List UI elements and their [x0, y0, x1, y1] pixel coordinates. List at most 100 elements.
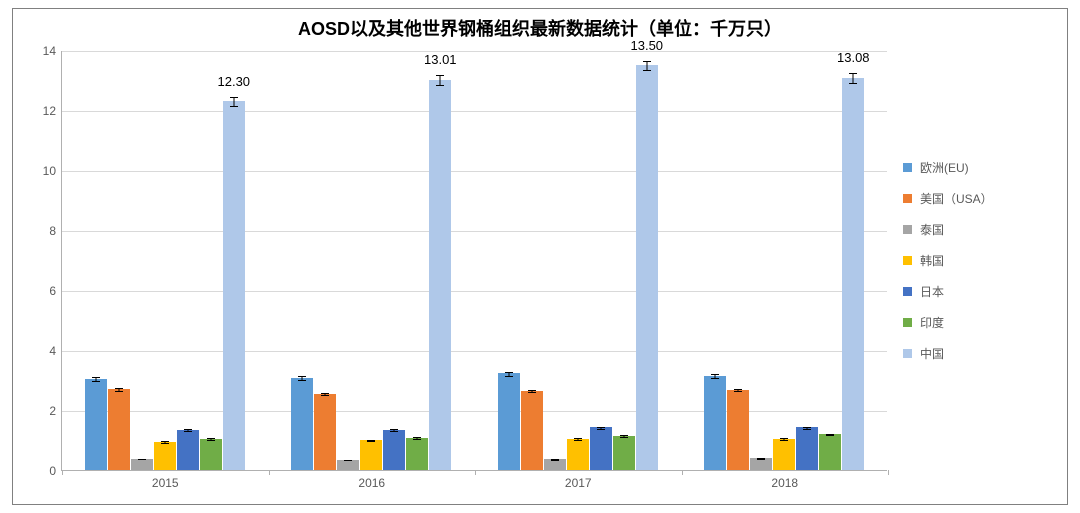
data-label: 13.08: [837, 50, 870, 69]
legend-item: 欧洲(EU): [903, 159, 1053, 176]
bar: [85, 379, 107, 471]
bar: [498, 373, 520, 470]
x-tick-mark: [475, 470, 476, 475]
chart-title: AOSD以及其他世界钢桶组织最新数据统计（单位：千万只）: [13, 9, 1067, 41]
legend-item: 中国: [903, 345, 1053, 362]
legend-label: 印度: [920, 314, 944, 331]
y-tick-label: 12: [43, 104, 62, 118]
error-bar: [230, 97, 238, 108]
legend-label: 泰国: [920, 221, 944, 238]
bar: [223, 101, 245, 470]
legend-item: 美国（USA）: [903, 190, 1053, 207]
error-bar: [849, 73, 857, 84]
data-label: 13.50: [630, 38, 663, 57]
legend-label: 美国（USA）: [920, 190, 993, 207]
error-bar: [436, 75, 444, 86]
x-tick-label: 2017: [565, 470, 592, 490]
legend: 欧洲(EU) 美国（USA） 泰国韩国日本印度中国: [903, 159, 1053, 376]
grid-line: [62, 291, 887, 292]
grid-line: [62, 411, 887, 412]
legend-swatch: [903, 194, 912, 203]
error-bar: [551, 459, 559, 461]
legend-item: 泰国: [903, 221, 1053, 238]
bar: [704, 376, 726, 471]
chart-container: AOSD以及其他世界钢桶组织最新数据统计（单位：千万只） 02468101214…: [12, 8, 1068, 505]
error-bar: [734, 389, 742, 393]
bar: [291, 378, 313, 470]
legend-swatch: [903, 349, 912, 358]
y-tick-label: 2: [49, 404, 62, 418]
legend-item: 韩国: [903, 252, 1053, 269]
error-bar: [184, 429, 192, 432]
error-bar: [780, 438, 788, 440]
error-bar: [161, 441, 169, 443]
error-bar: [711, 374, 719, 379]
bar: [636, 65, 658, 470]
legend-swatch: [903, 287, 912, 296]
x-tick-label: 2015: [152, 470, 179, 490]
error-bar: [298, 376, 306, 381]
bar: [773, 439, 795, 471]
error-bar: [757, 458, 765, 460]
grid-line: [62, 51, 887, 52]
error-bar: [528, 390, 536, 394]
error-bar: [413, 437, 421, 439]
bar: [796, 427, 818, 470]
grid-line: [62, 231, 887, 232]
legend-swatch: [903, 163, 912, 172]
plot-area: 02468101214201512.30201613.01201713.5020…: [61, 51, 887, 471]
x-tick-mark: [269, 470, 270, 475]
bar: [727, 390, 749, 470]
legend-item: 日本: [903, 283, 1053, 300]
bar: [590, 427, 612, 470]
legend-item: 印度: [903, 314, 1053, 331]
y-tick-label: 6: [49, 284, 62, 298]
legend-label: 韩国: [920, 252, 944, 269]
legend-label: 中国: [920, 345, 944, 362]
legend-swatch: [903, 225, 912, 234]
error-bar: [207, 438, 215, 440]
error-bar: [620, 435, 628, 437]
error-bar: [367, 440, 375, 442]
error-bar: [505, 372, 513, 377]
error-bar: [344, 460, 352, 462]
y-tick-label: 10: [43, 164, 62, 178]
error-bar: [138, 459, 146, 461]
bar: [154, 442, 176, 471]
y-tick-label: 0: [49, 464, 62, 478]
error-bar: [803, 427, 811, 430]
data-label: 13.01: [424, 52, 457, 71]
x-tick-mark: [62, 470, 63, 475]
legend-label: 日本: [920, 283, 944, 300]
legend-swatch: [903, 318, 912, 327]
grid-line: [62, 111, 887, 112]
x-tick-label: 2018: [771, 470, 798, 490]
data-label: 12.30: [217, 74, 250, 93]
legend-label: 欧洲(EU): [920, 159, 969, 176]
error-bar: [92, 377, 100, 382]
bar: [360, 440, 382, 470]
y-tick-label: 14: [43, 44, 62, 58]
bar: [429, 80, 451, 470]
bar: [613, 436, 635, 471]
bar: [521, 391, 543, 471]
x-tick-mark: [888, 470, 889, 475]
y-tick-label: 4: [49, 344, 62, 358]
bar: [383, 430, 405, 471]
error-bar: [826, 434, 834, 436]
x-tick-label: 2016: [358, 470, 385, 490]
bar: [314, 394, 336, 471]
error-bar: [643, 61, 651, 72]
legend-swatch: [903, 256, 912, 265]
bar: [177, 430, 199, 471]
error-bar: [321, 393, 329, 397]
error-bar: [390, 429, 398, 432]
bar: [108, 389, 130, 470]
grid-line: [62, 171, 887, 172]
bar: [842, 78, 864, 470]
bar: [406, 438, 428, 470]
y-tick-label: 8: [49, 224, 62, 238]
bar: [567, 439, 589, 471]
bar: [200, 439, 222, 471]
error-bar: [597, 427, 605, 430]
